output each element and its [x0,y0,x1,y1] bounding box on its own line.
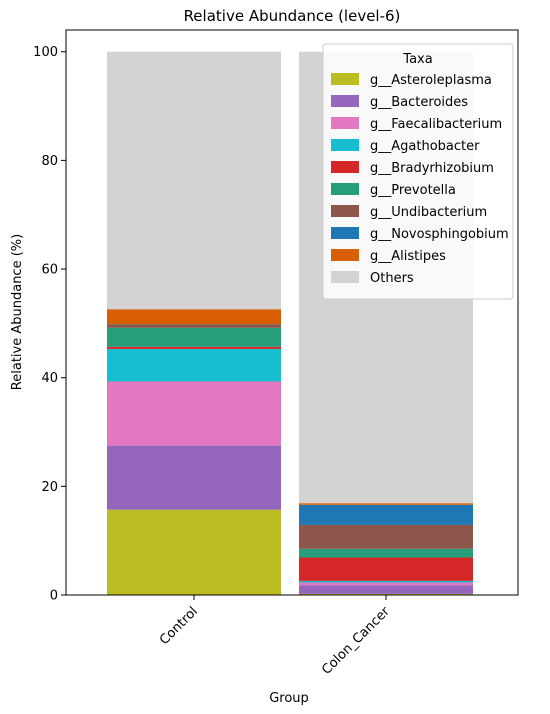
x-tick-label: Colon_Cancer [319,604,393,678]
legend-frame [322,43,514,300]
bar-segment-control-g-alistipes [107,309,281,325]
y-tick-label: 80 [41,154,58,169]
bar-segment-control-g-bradyrhizobium [107,346,281,349]
legend-label: g__Alistipes [370,249,446,264]
bar-segment-control-g-novosphingobium [107,324,281,325]
legend-swatch [331,249,359,261]
y-axis-label: Relative Abundance (%) [10,234,25,390]
legend-label: g__Undibacterium [370,205,487,220]
y-tick-label: 40 [41,371,58,386]
legend-label: g__Prevotella [370,183,456,198]
bar-segment-control-g-bacteroides [107,445,281,510]
legend-label: g__Bacteroides [370,95,468,110]
bar-segment-control-g-prevotella [107,327,281,347]
y-tick-label: 20 [41,480,58,495]
legend-swatch [331,205,359,217]
bar-segment-colon-cancer-g-faecalibacterium [299,582,473,586]
plot-frame [65,29,519,596]
legend-swatch [331,183,359,195]
bar-segment-colon-cancer-g-undibacterium [299,524,473,549]
legend-swatch [331,95,359,107]
bar-segment-colon-cancer-g-bacteroides [299,585,473,594]
legend-swatch [331,227,359,239]
legend-swatch [331,161,359,173]
bar-segment-colon-cancer-g-agathobacter [299,580,473,583]
legend-label: Others [370,271,414,286]
y-tick-label: 0 [50,589,58,604]
y-axis: 0 20 40 60 80 100 [33,45,66,604]
bar-segment-colon-cancer-g-bradyrhizobium [299,557,473,581]
x-tick-label: Control [157,604,201,648]
legend-swatch [331,271,359,283]
legend-label: g__Bradyrhizobium [370,161,494,176]
legend-swatch [331,73,359,85]
bar-segment-control-g-faecalibacterium [107,381,281,446]
bar-segment-control-others [107,51,281,310]
y-tick-label: 100 [33,45,58,60]
legend-items: g__Asteroleplasma g__Bacteroides g__Faecal… [331,73,509,286]
x-axis-label: Group [269,691,309,706]
bar-segment-colon-cancer-g-asteroleplasma [299,593,473,595]
bar-segment-colon-cancer-g-novosphingobium [299,504,473,525]
x-axis: Control Colon_Cancer [157,595,393,678]
y-tick-label: 60 [41,263,58,278]
legend-label: g__Asteroleplasma [370,73,492,88]
bar-segment-colon-cancer-g-alistipes [299,503,473,505]
bar-segment-control-g-asteroleplasma [107,509,281,595]
legend-label: g__Agathobacter [370,139,480,154]
bar-segment-control-g-agathobacter [107,348,281,382]
legend-title: Taxa [402,52,432,67]
legend-label: g__Faecalibacterium [370,117,502,132]
legend-label: g__Novosphingobium [370,227,509,242]
bar-segment-control-g-undibacterium [107,324,281,328]
chart-title: Relative Abundance (level-6) [184,7,401,25]
legend: Taxa g__Asteroleplasma g__Bacteroides g__F… [322,43,514,300]
legend-swatch [331,139,359,151]
legend-swatch [331,117,359,129]
bar-segment-colon-cancer-g-prevotella [299,548,473,558]
